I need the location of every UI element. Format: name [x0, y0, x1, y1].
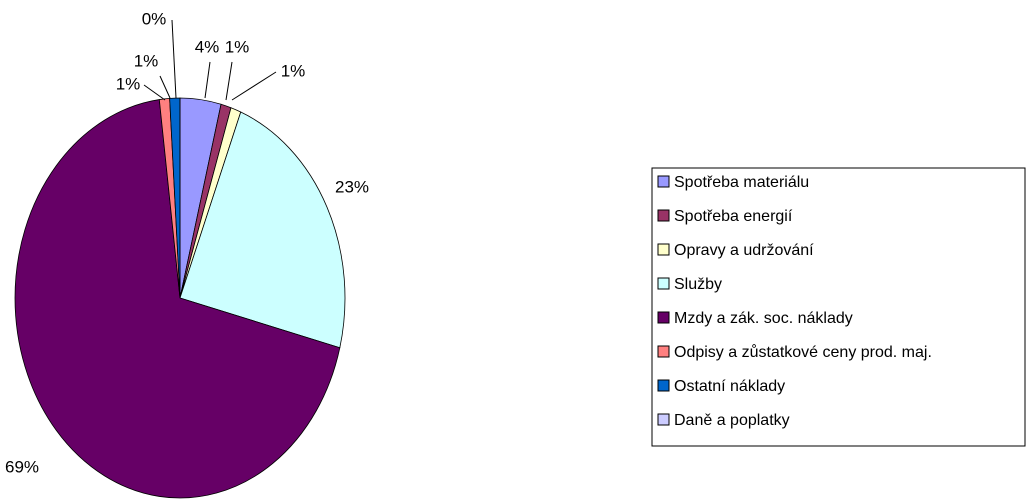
legend: Spotřeba materiálu Spotřeba energií Opravy… — [651, 167, 1026, 447]
legend-label: Daně a poplatky — [674, 412, 790, 429]
leader-line — [143, 84, 166, 101]
data-label: 23% — [335, 177, 369, 196]
data-label: 69% — [5, 457, 39, 476]
legend-box — [651, 167, 1026, 447]
data-label: 0% — [142, 9, 167, 28]
legend-label: Služby — [674, 276, 722, 293]
legend-label: Spotřeba energií — [674, 208, 793, 225]
legend-label: Spotřeba materiálu — [674, 174, 809, 191]
data-label: 1% — [225, 37, 250, 56]
leader-line — [171, 19, 177, 99]
legend-swatch — [657, 175, 670, 188]
leader-line — [231, 71, 277, 101]
data-label: 1% — [134, 51, 159, 70]
leader-line — [204, 61, 211, 99]
pie-slice — [179, 111, 346, 349]
legend-swatch — [657, 243, 670, 256]
legend-swatch — [657, 209, 670, 222]
legend-label: Opravy a udržování — [674, 242, 814, 259]
data-label: 1% — [281, 61, 306, 80]
leader-line — [225, 61, 233, 101]
legend-swatch — [657, 379, 670, 392]
legend-label: Odpisy a zůstatkové ceny prod. maj. — [674, 343, 932, 361]
pie-slice — [14, 99, 341, 499]
data-labels: 4% 1% 1% 23% 69% 1% 1% 0% — [5, 9, 369, 476]
legend-swatch — [657, 277, 670, 290]
legend-swatch — [657, 413, 670, 426]
legend-swatch — [657, 345, 670, 358]
legend-label: Ostatní náklady — [674, 378, 785, 395]
leader-line — [159, 75, 171, 99]
data-label: 4% — [195, 37, 220, 56]
legend-label: Mzdy a zák. soc. náklady — [674, 310, 853, 327]
pie — [14, 97, 346, 499]
legend-swatch — [657, 311, 670, 324]
data-label: 1% — [116, 74, 141, 93]
